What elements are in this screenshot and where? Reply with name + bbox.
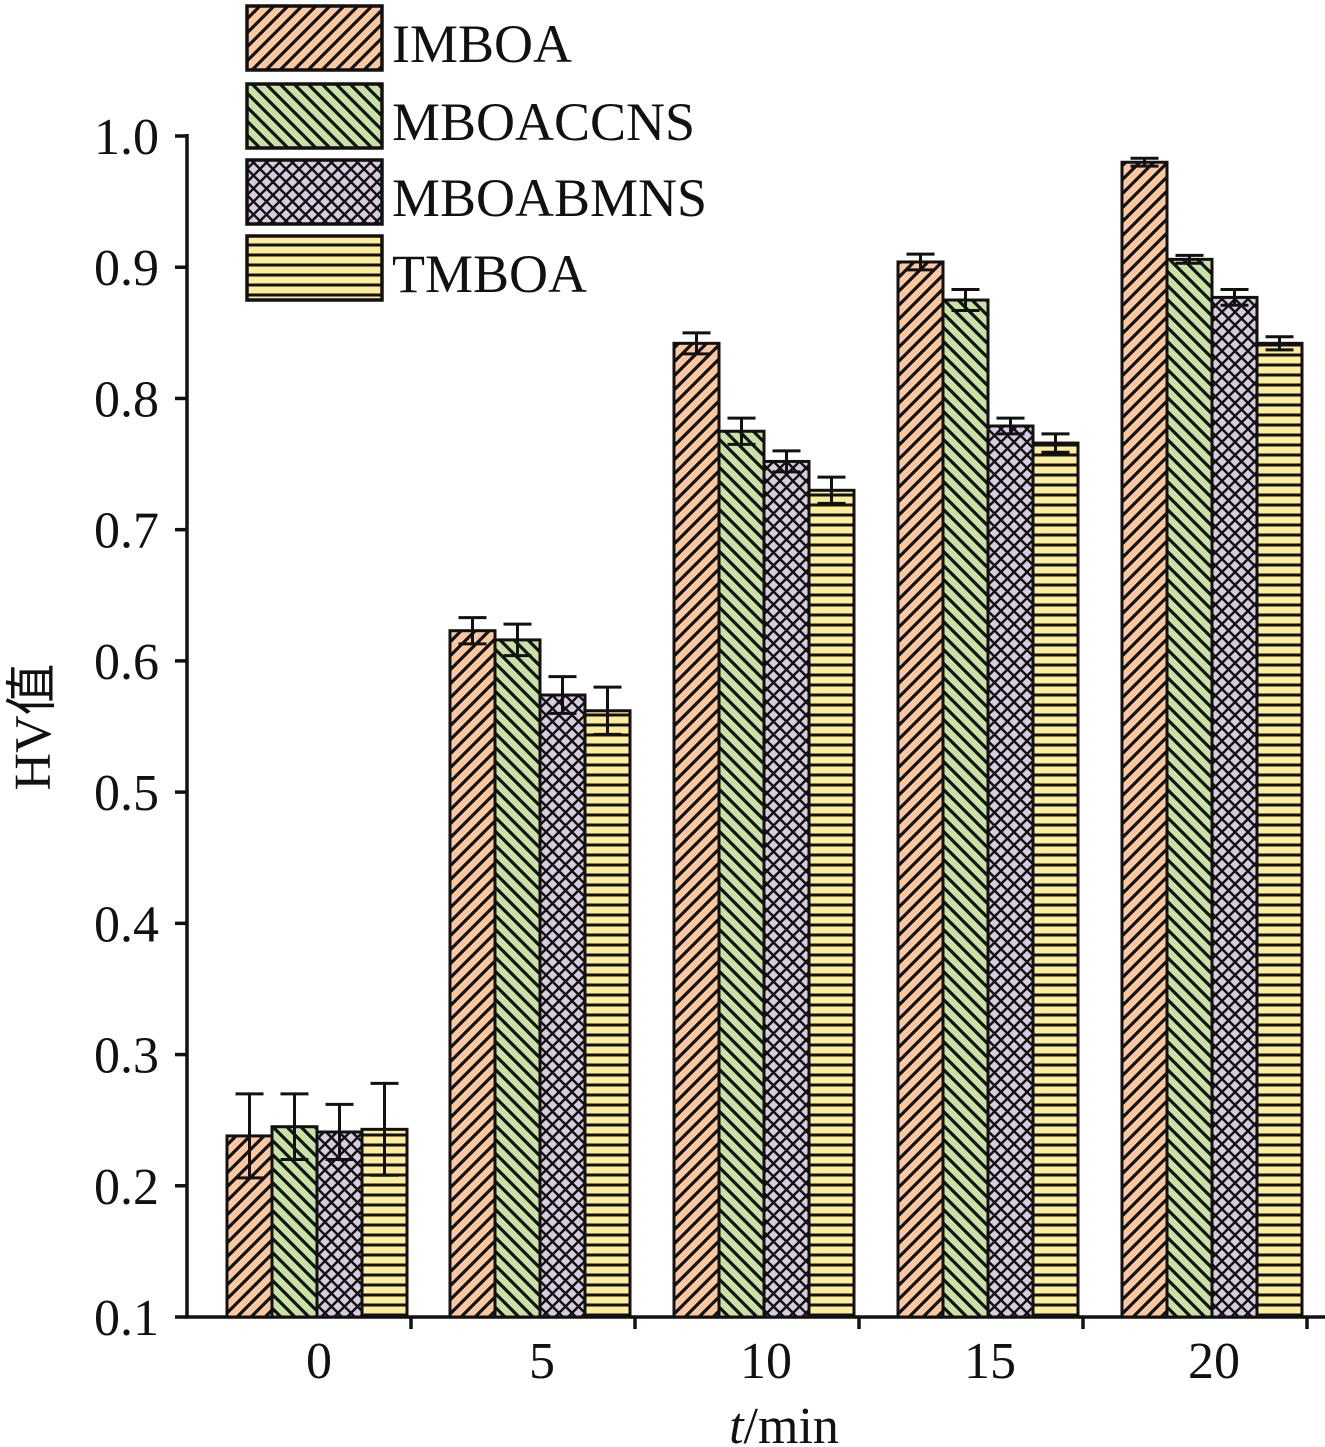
bar-pattern — [448, 629, 497, 1319]
bar — [762, 459, 811, 1319]
bar — [717, 429, 766, 1319]
bar-pattern — [672, 341, 721, 1319]
bar — [1120, 160, 1169, 1319]
y-tick-label: 0.3 — [94, 1028, 159, 1085]
y-tick-label: 0.7 — [94, 503, 159, 560]
error-bar — [370, 1081, 399, 1177]
error-bar — [1041, 432, 1070, 454]
legend-item: IMBOA — [245, 4, 572, 74]
bar — [493, 638, 542, 1319]
legend-item: MBOACCNS — [245, 82, 695, 152]
legend-swatch — [245, 82, 384, 150]
error-bar — [1220, 288, 1249, 307]
error-bar — [682, 331, 711, 356]
error-bar — [325, 1102, 354, 1162]
x-tick-label: 0 — [306, 1333, 332, 1390]
y-tick-label: 0.2 — [94, 1159, 159, 1216]
y-tick-label: 0.8 — [94, 371, 159, 428]
bar — [1031, 441, 1080, 1319]
bar-pattern — [1210, 295, 1259, 1319]
bar-pattern — [896, 260, 945, 1319]
legend: IMBOA MBOACCNS MBOABMNS TMBOA — [245, 4, 707, 304]
error-bar — [1175, 253, 1204, 265]
bar — [448, 629, 497, 1319]
x-axis-title: t/min — [729, 1398, 839, 1447]
error-bar — [1130, 156, 1159, 168]
bar-pattern — [583, 709, 632, 1319]
error-bar — [1265, 335, 1294, 352]
error-bar — [817, 475, 846, 505]
error-bar — [280, 1092, 309, 1162]
legend-swatch — [245, 158, 384, 226]
y-tick-label: 1.0 — [94, 109, 159, 166]
legend-label: TMBOA — [392, 244, 587, 304]
legend-item: MBOABMNS — [245, 158, 707, 228]
bar — [315, 1130, 364, 1319]
error-bar — [727, 416, 756, 446]
bar-pattern — [1031, 441, 1080, 1319]
bars-layer — [225, 160, 1304, 1319]
x-tick-label: 15 — [964, 1333, 1016, 1390]
y-tick-label: 0.1 — [94, 1290, 159, 1347]
bar-pattern — [493, 638, 542, 1319]
bar — [1210, 295, 1259, 1319]
bar-pattern — [762, 459, 811, 1319]
bar — [672, 341, 721, 1319]
bar — [270, 1125, 319, 1319]
error-bar — [906, 252, 935, 272]
error-bar — [503, 622, 532, 658]
x-tick-label: 10 — [740, 1333, 792, 1390]
error-bar — [458, 616, 487, 646]
x-axis-title-unit: /min — [744, 1398, 839, 1447]
x-axis-title-variable: t — [729, 1398, 745, 1447]
bar — [1255, 341, 1304, 1319]
y-tick-label: 0.6 — [94, 634, 159, 691]
error-bar — [951, 288, 980, 313]
y-tick-label: 0.4 — [94, 896, 159, 953]
error-bar — [996, 416, 1025, 436]
bar-pattern — [538, 693, 587, 1319]
bar — [986, 424, 1035, 1319]
bar-pattern — [717, 429, 766, 1319]
legend-label: IMBOA — [392, 14, 572, 74]
y-axis-title: HV值 — [5, 663, 62, 790]
y-tick-label: 0.5 — [94, 765, 159, 822]
legend-swatch — [245, 234, 384, 302]
error-bar — [235, 1092, 264, 1180]
legend-label: MBOACCNS — [392, 92, 695, 152]
bar — [583, 709, 632, 1319]
bar-pattern — [1165, 257, 1214, 1319]
error-bar — [772, 449, 801, 474]
bar-pattern — [315, 1130, 364, 1319]
ticks-layer: 0.1 0.2 0.3 0.4 0.5 0.6 0.7 0.8 0.9 1.0 0 5 10 15 20 — [94, 109, 1309, 1390]
error-bar — [548, 675, 577, 715]
bar-pattern — [986, 424, 1035, 1319]
bar-pattern — [807, 488, 856, 1319]
bar — [807, 488, 856, 1319]
bar-pattern — [1255, 341, 1304, 1319]
bar — [538, 693, 587, 1319]
bar — [1165, 257, 1214, 1319]
error-bars-layer — [235, 156, 1294, 1180]
bar — [941, 298, 990, 1319]
bar — [896, 260, 945, 1319]
y-tick-label: 0.9 — [94, 240, 159, 297]
x-tick-label: 20 — [1188, 1333, 1240, 1390]
x-tick-label: 5 — [529, 1333, 555, 1390]
legend-label: MBOABMNS — [392, 168, 707, 228]
legend-item: TMBOA — [245, 234, 587, 304]
bar-pattern — [1120, 160, 1169, 1319]
legend-swatch — [245, 4, 384, 72]
bar-pattern — [941, 298, 990, 1319]
error-bar — [593, 685, 622, 736]
